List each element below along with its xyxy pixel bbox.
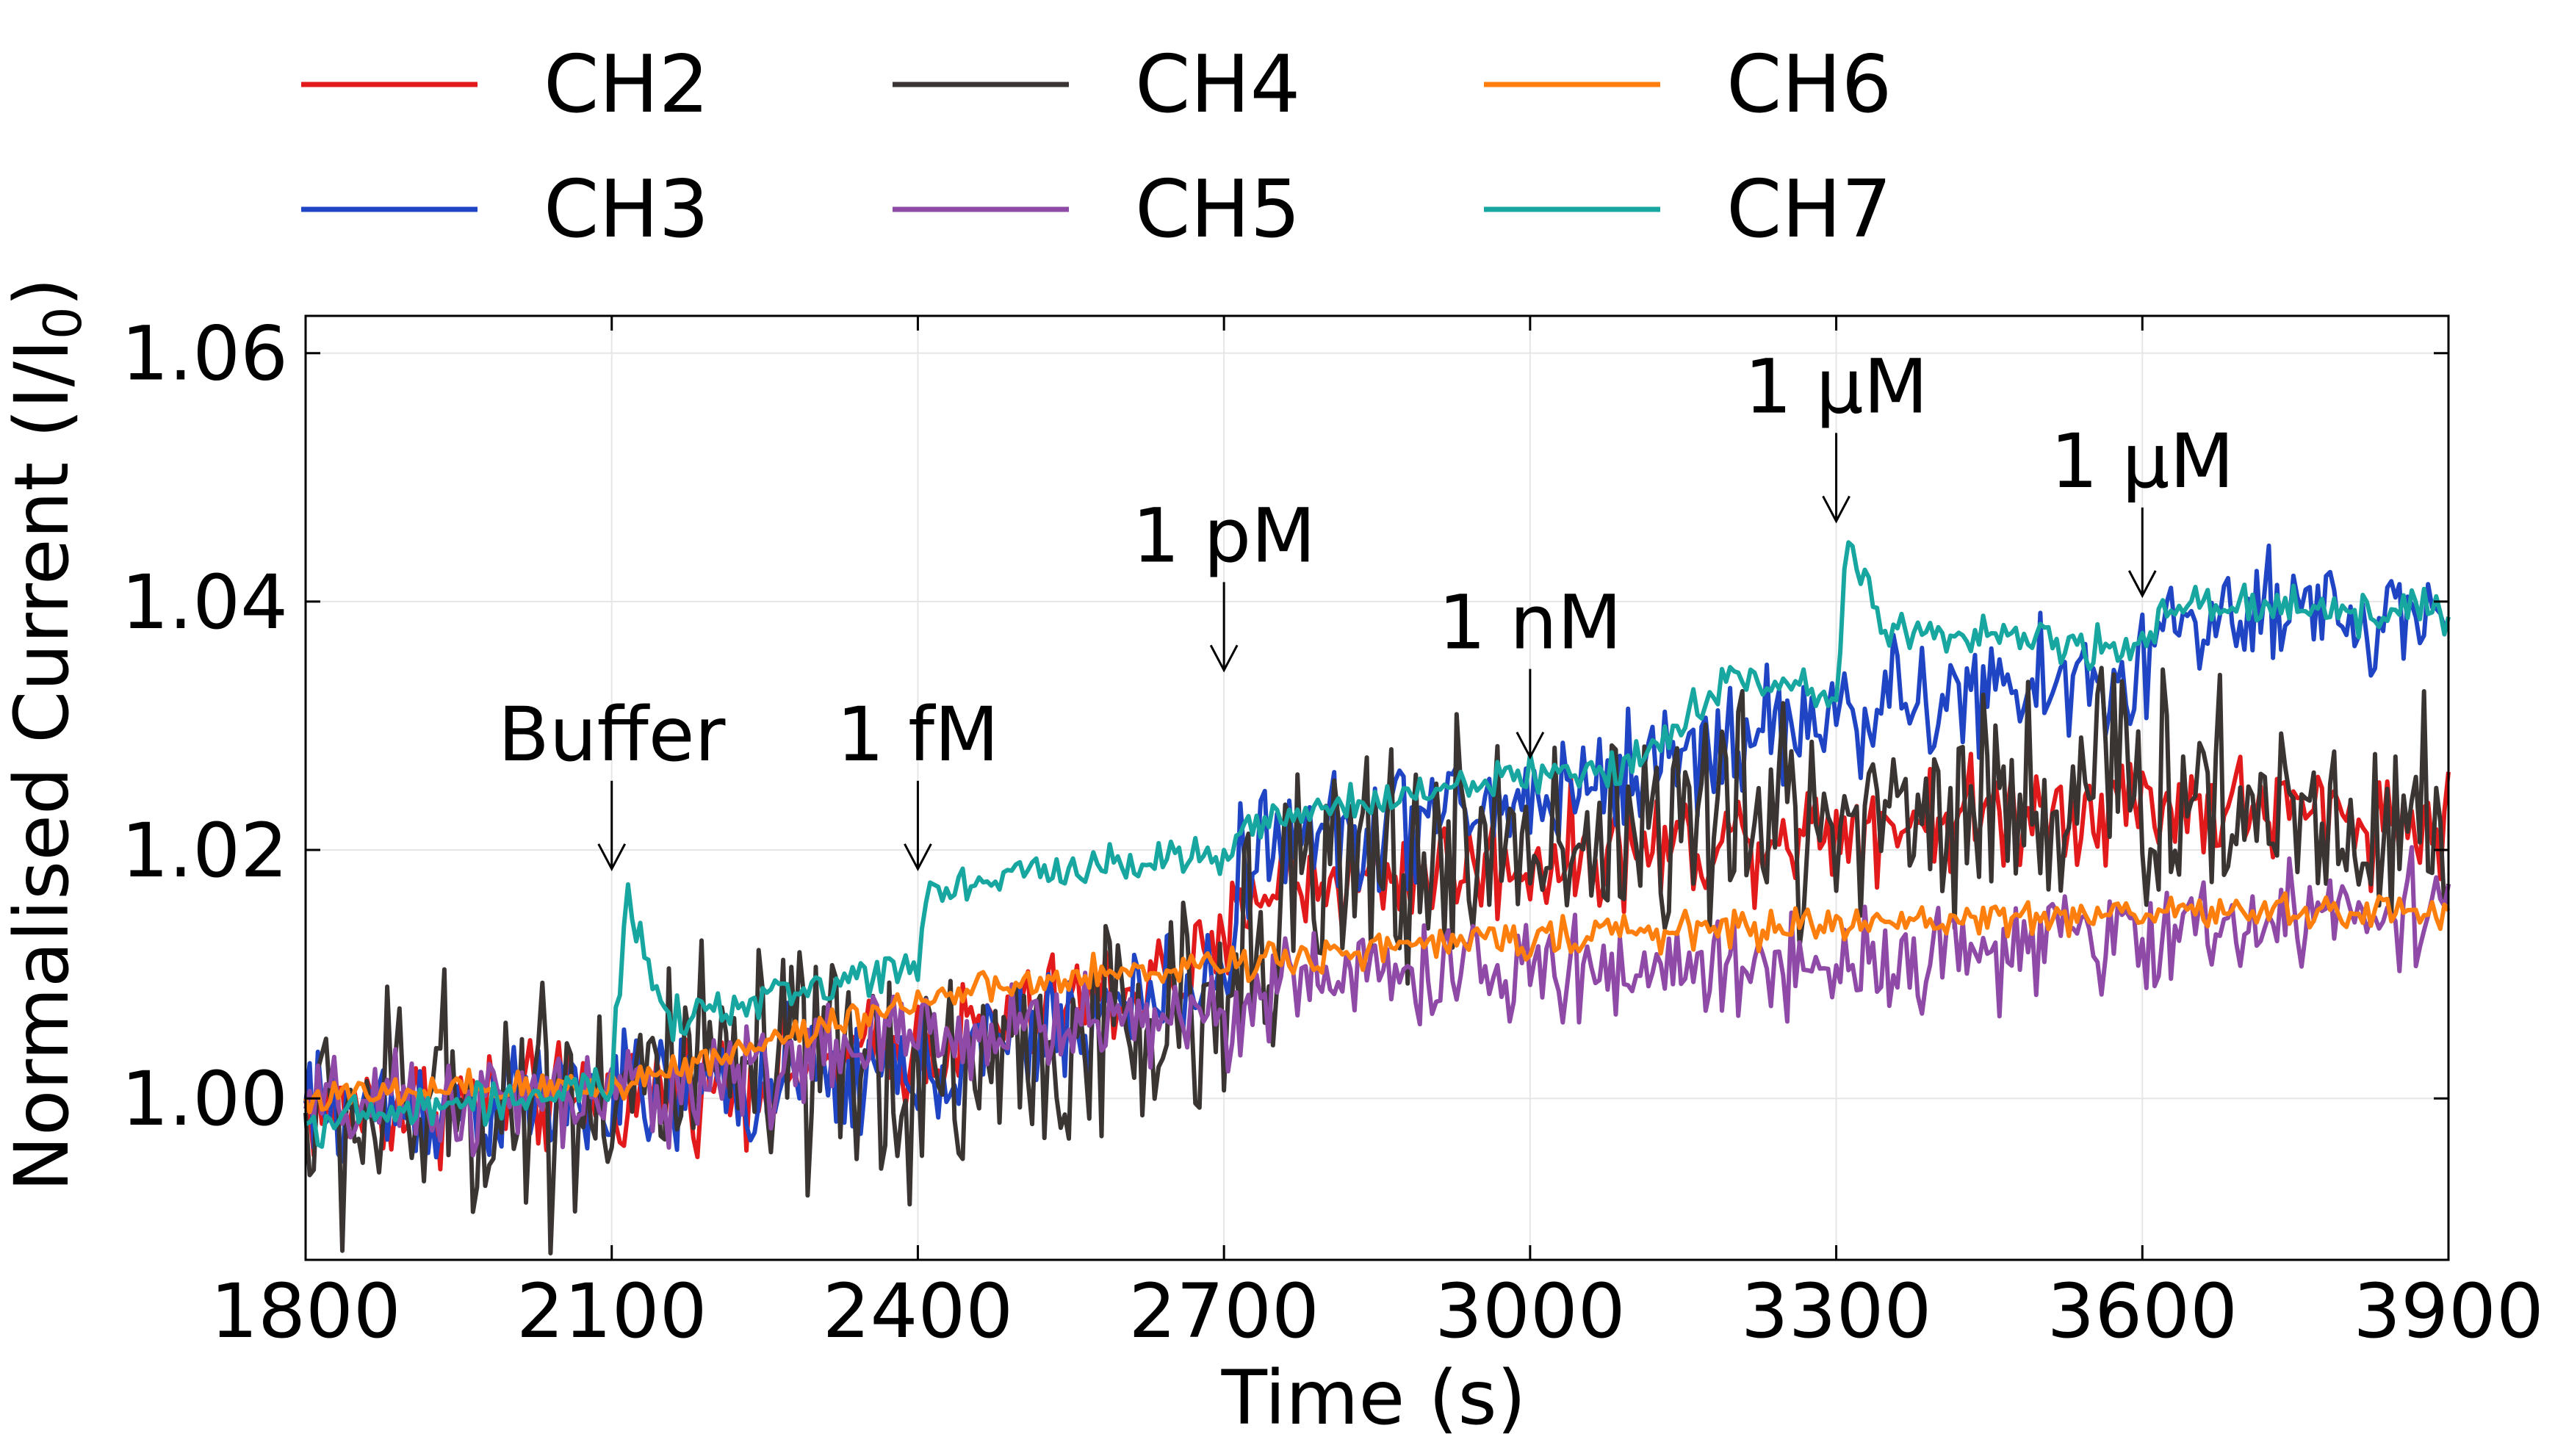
- y-axis-label-subscript: 0: [33, 306, 93, 339]
- x-tick-label: 1800: [210, 1268, 401, 1355]
- series-lines: [303, 540, 2451, 1255]
- y-axis-label-end: ): [0, 278, 86, 307]
- x-tick-label: 2700: [1128, 1268, 1319, 1355]
- y-tick-label: 1.06: [121, 311, 288, 398]
- annotation-label: 1 nM: [1438, 580, 1622, 667]
- legend-label: CH4: [1135, 39, 1300, 131]
- annotation-label: 1 μM: [1744, 343, 1928, 430]
- y-tick-label: 1.04: [121, 559, 288, 646]
- legend-label: CH5: [1135, 164, 1300, 256]
- x-axis-label: Time (s): [1221, 1355, 1527, 1442]
- legend: CH2 CH3 CH4 CH5 CH6 CH7: [301, 39, 1892, 256]
- annotation-arrow-head: [904, 843, 932, 872]
- legend-item-ch7: CH7: [1484, 164, 1892, 256]
- y-tick-label: 1.00: [121, 1056, 288, 1143]
- series-line-ch5: [303, 845, 2451, 1158]
- annotation-label: Buffer: [498, 691, 726, 779]
- annotation-arrow-head: [1516, 731, 1545, 760]
- annotation-arrow-head: [2127, 570, 2157, 599]
- y-axis-label: Normalised Current (I/I0): [0, 278, 93, 1192]
- annotation-arrow-head: [1822, 495, 1851, 524]
- legend-label: CH6: [1726, 39, 1892, 131]
- annotation-label: 1 fM: [837, 691, 999, 779]
- x-tick-label: 3900: [2353, 1268, 2544, 1355]
- legend-item-ch4: CH4: [893, 39, 1300, 131]
- legend-label: CH3: [544, 164, 709, 256]
- x-tick-label: 3300: [1741, 1268, 1932, 1355]
- y-tick-label: 1.02: [121, 807, 288, 895]
- legend-item-ch5: CH5: [893, 164, 1300, 256]
- annotation-label: 1 μM: [2050, 418, 2234, 505]
- legend-label: CH2: [544, 39, 709, 131]
- x-tick-label: 2100: [516, 1268, 707, 1355]
- y-axis-label-main: Normalised Current (I/I: [0, 339, 86, 1192]
- plot-frame: [304, 314, 2450, 1261]
- x-axis-ticks: 1800 2100 2400 2700 3000 3300 3600 3900: [210, 316, 2544, 1355]
- x-tick-label: 3600: [2047, 1268, 2238, 1355]
- x-tick-label: 3000: [1435, 1268, 1626, 1355]
- legend-label: CH7: [1726, 164, 1892, 256]
- series-line-ch7: [304, 540, 2451, 1149]
- x-tick-label: 2400: [823, 1268, 1014, 1355]
- legend-item-ch3: CH3: [301, 164, 709, 256]
- legend-item-ch2: CH2: [301, 39, 709, 131]
- annotation-arrow-head: [597, 843, 627, 872]
- annotations: Buffer 1 fM 1 pM 1 nM 1 μM 1 μM: [498, 343, 2234, 872]
- annotation-arrow-head: [1209, 644, 1239, 673]
- series-line-ch6: [303, 891, 2451, 1114]
- y-axis-ticks: 1.00 1.02 1.04 1.06: [121, 311, 2448, 1143]
- legend-item-ch6: CH6: [1484, 39, 1892, 131]
- series-line-ch4: [303, 666, 2451, 1255]
- annotation-label: 1 pM: [1132, 492, 1316, 580]
